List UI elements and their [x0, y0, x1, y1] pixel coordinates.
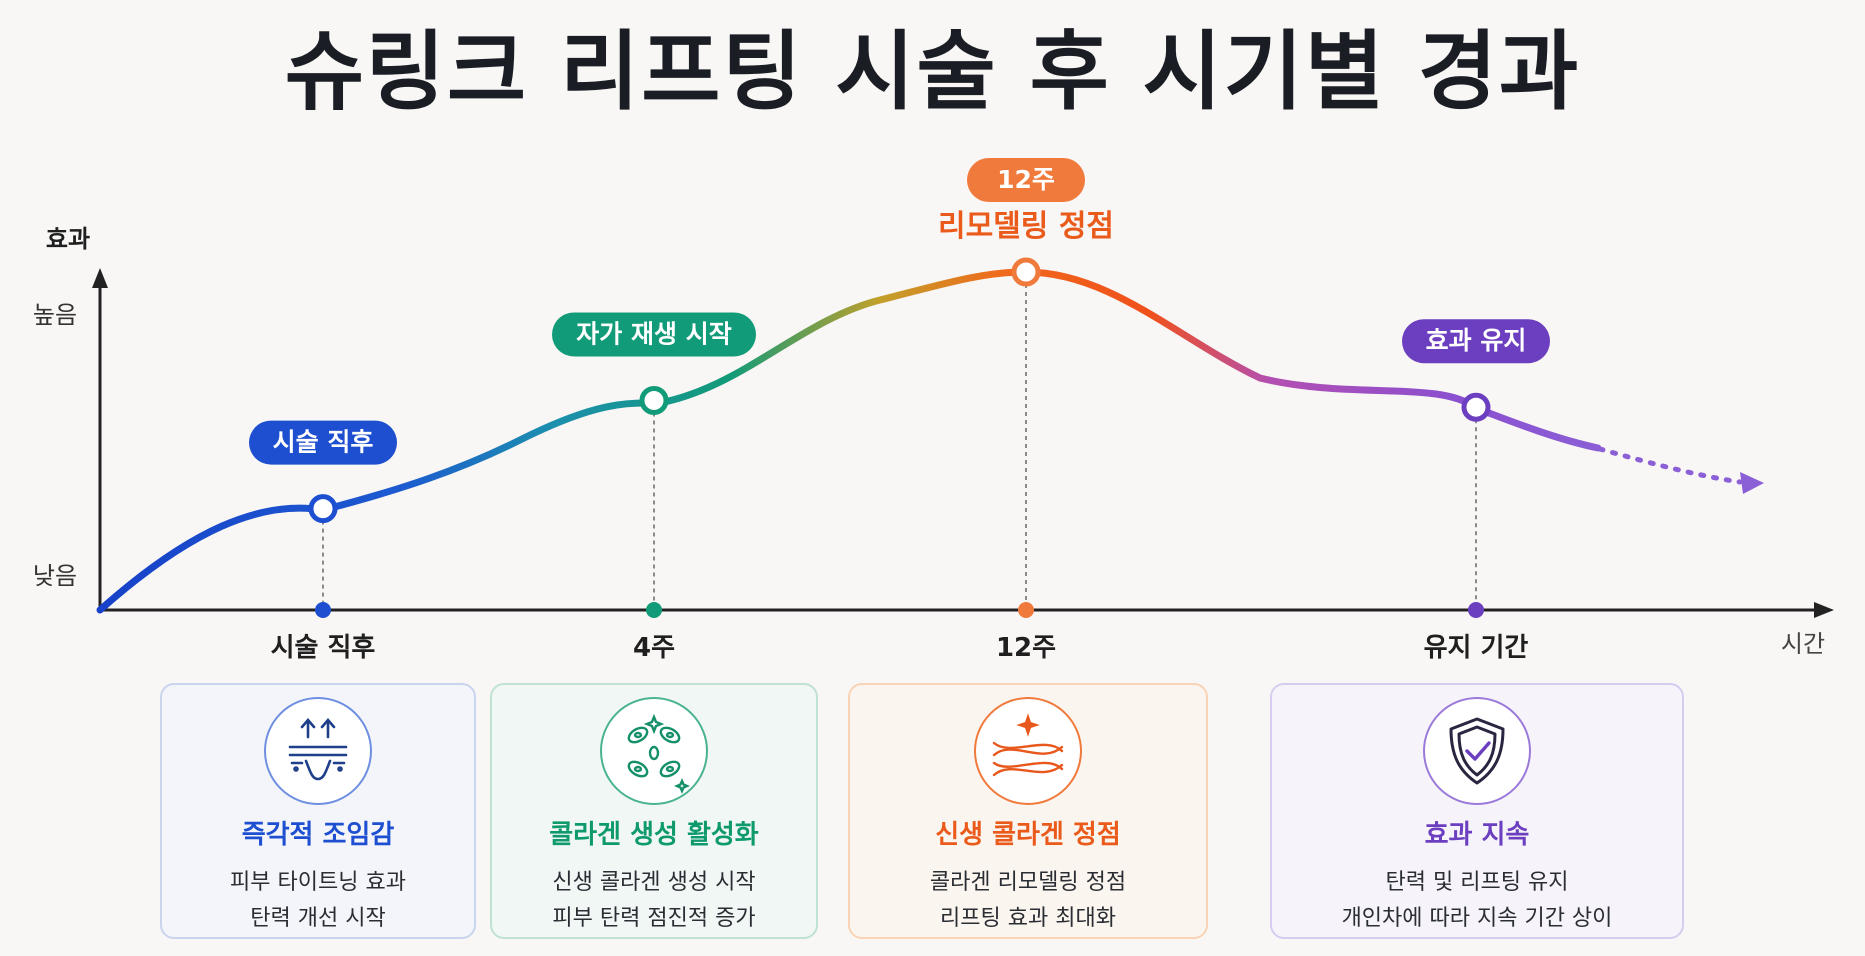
y-tick-high: 높음 — [33, 301, 77, 329]
data-point — [1461, 392, 1491, 422]
stage-pill-label: 효과 유지 — [1426, 326, 1527, 355]
stage-pill — [1402, 319, 1550, 364]
page-title: 슈링크 리프팅 시술 후 시기별 경과 — [284, 22, 1581, 122]
x-tick-label: 4주 — [633, 633, 675, 663]
x-axis-arrow-icon — [1814, 602, 1834, 618]
trend-arrow-icon — [1740, 472, 1764, 494]
stage-subtitle: 리모델링 정점 — [938, 209, 1114, 244]
stage-pill — [249, 420, 397, 465]
card-line: 피부 탄력 점진적 증가 — [552, 906, 756, 931]
data-point — [639, 385, 669, 415]
y-axis-arrow-icon — [92, 268, 108, 288]
card-collagen-peak: 신생 콜라겐 정점 콜라겐 리모델링 정점 리프팅 효과 최대화 — [848, 683, 1208, 939]
future-trend-dotted — [1597, 446, 1743, 485]
y-tick-low: 낮음 — [33, 562, 77, 590]
card-line: 탄력 및 리프팅 유지 — [1385, 870, 1569, 895]
card-line: 개인차에 따라 지속 기간 상이 — [1341, 906, 1613, 931]
card-line: 콜라겐 리모델링 정점 — [929, 870, 1127, 895]
stage-pill-label: 자가 재생 시작 — [576, 319, 731, 348]
x-tick-label: 유지 기간 — [1424, 633, 1529, 663]
data-point — [308, 494, 338, 524]
card-title: 즉각적 조임감 — [241, 820, 395, 850]
x-axis-label: 시간 — [1781, 630, 1825, 658]
stage-pill — [967, 158, 1085, 202]
card-immediate: 즉각적 조임감 피부 타이트닝 효과 탄력 개선 시작 — [160, 683, 476, 939]
card-title: 효과 지속 — [1424, 820, 1530, 850]
x-tick-dot — [1468, 602, 1484, 618]
card-line: 피부 타이트닝 효과 — [230, 870, 406, 895]
effect-curve — [96, 268, 1602, 614]
skin-lift-icon — [264, 697, 372, 805]
collagen-cells-icon — [600, 697, 708, 805]
card-title: 콜라겐 생성 활성화 — [549, 820, 759, 850]
card-collagen-activation: 콜라겐 생성 활성화 신생 콜라겐 생성 시작 피부 탄력 점진적 증가 — [490, 683, 818, 939]
collagen-fiber-icon — [974, 697, 1082, 805]
x-tick-dot — [315, 602, 331, 618]
stage-pill-label: 12주 — [997, 165, 1055, 194]
x-tick-dot — [646, 602, 662, 618]
stage-pill — [552, 312, 756, 357]
data-point — [1011, 257, 1041, 287]
card-line: 탄력 개선 시작 — [250, 906, 386, 931]
stage-pill-label: 시술 직후 — [273, 428, 374, 457]
shield-check-icon — [1423, 697, 1531, 805]
card-maintenance: 효과 지속 탄력 및 리프팅 유지 개인차에 따라 지속 기간 상이 — [1270, 683, 1684, 939]
card-title: 신생 콜라겐 정점 — [935, 820, 1121, 850]
x-tick-label: 12주 — [996, 633, 1056, 663]
y-axis-label: 효과 — [46, 225, 90, 253]
card-line: 신생 콜라겐 생성 시작 — [552, 870, 756, 895]
card-line: 리프팅 효과 최대화 — [940, 906, 1116, 931]
x-tick-dot — [1018, 602, 1034, 618]
x-tick-label: 시술 직후 — [271, 633, 376, 663]
